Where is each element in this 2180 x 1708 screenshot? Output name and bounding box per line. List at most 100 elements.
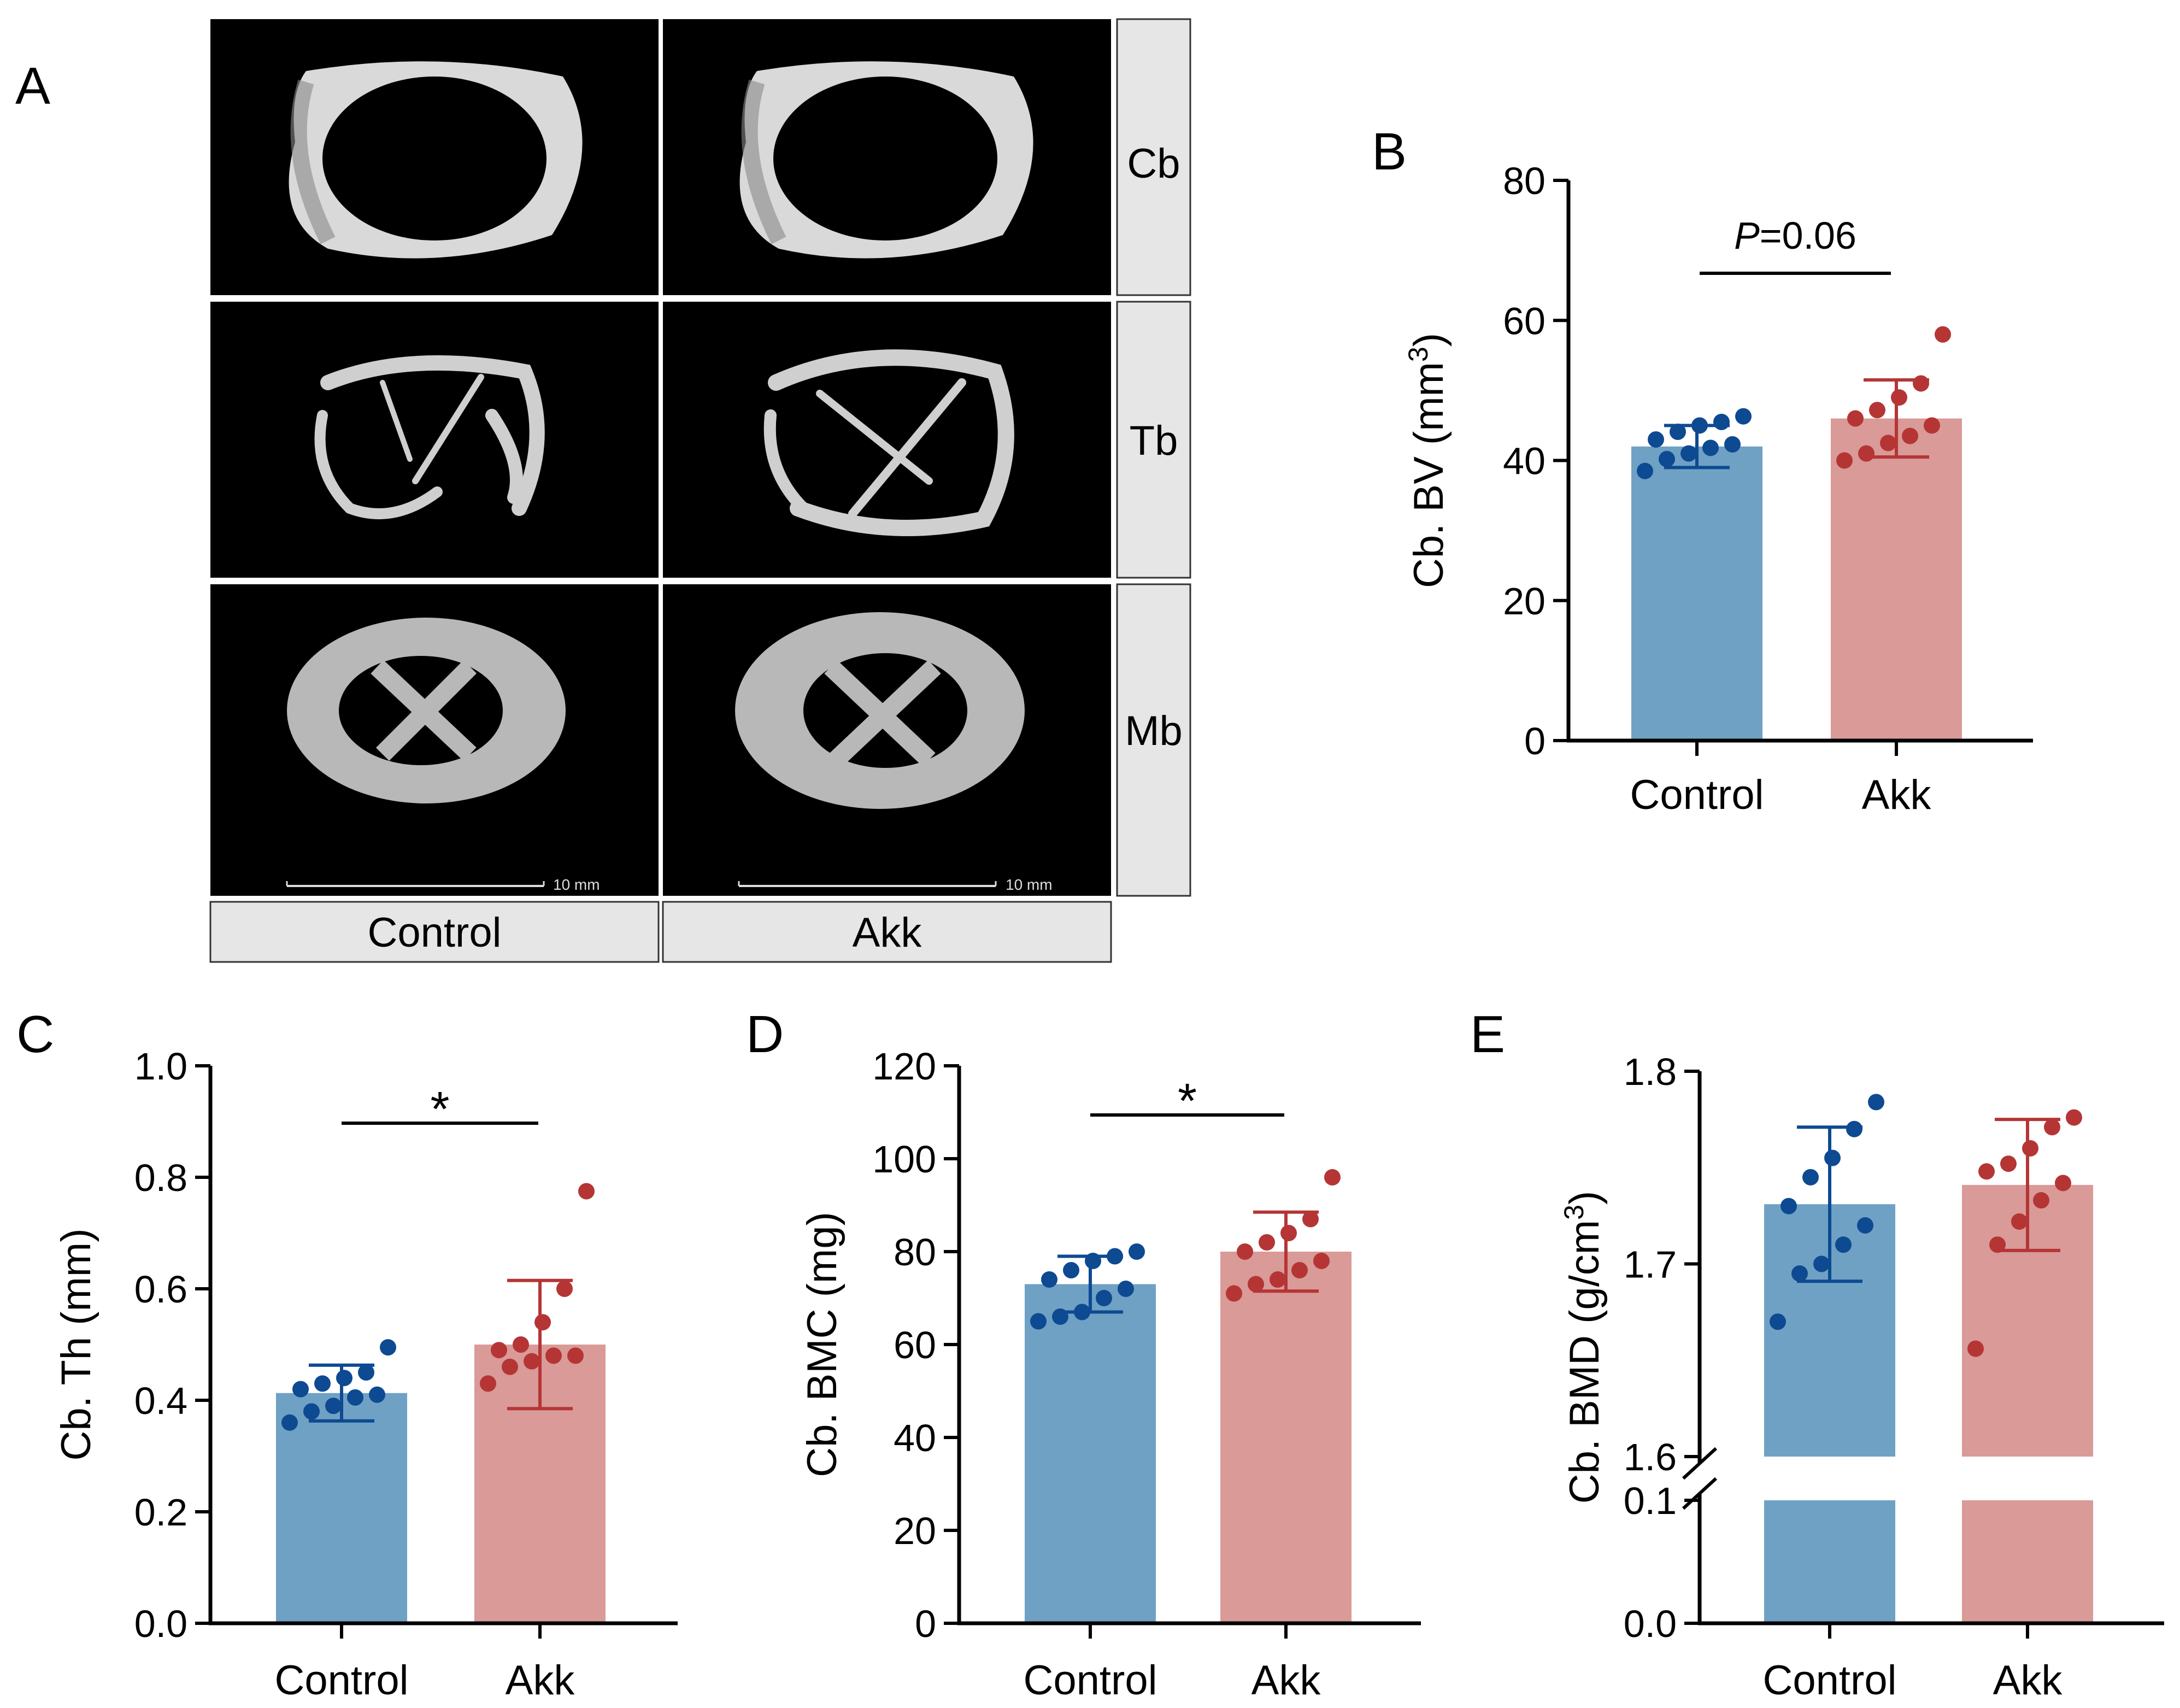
data-point [2033, 1192, 2049, 1209]
y-tick-label: 0.0 [134, 1603, 187, 1645]
data-point [2055, 1175, 2071, 1192]
data-point [1041, 1271, 1057, 1288]
mixed-bone-control [287, 618, 566, 803]
data-point [1302, 1211, 1319, 1228]
chart-panel-d: D 0 20 40 60 80 100 120 Control Akk Cb. BMC (mg) * [746, 1005, 1421, 1704]
data-point [1868, 1094, 1884, 1111]
data-point [1226, 1285, 1242, 1302]
data-point [1846, 1120, 1862, 1137]
mixed-bone-akk [735, 612, 1025, 809]
data-point [1280, 1225, 1297, 1241]
row-label-box-cb [1116, 18, 1191, 296]
data-point [1724, 436, 1741, 453]
data-point [1063, 1262, 1079, 1278]
data-point [1913, 375, 1929, 392]
data-point [480, 1375, 496, 1392]
chart-panel-e: E 1.6 1.7 1.8 0.0 0.1 Control Akk Cb. BMD (g/cm3… [1470, 1005, 2164, 1704]
data-point [358, 1364, 374, 1381]
data-point [556, 1281, 573, 1297]
y-axis-title: Cb. BMC (mg) [799, 1212, 845, 1477]
y-tick-label: 0.4 [134, 1380, 187, 1422]
axis-break-mark [1682, 1477, 1718, 1510]
cortical-bone-akk [739, 61, 1033, 259]
data-point [2066, 1109, 2082, 1126]
data-point [1129, 1243, 1145, 1260]
data-point [2044, 1119, 2060, 1136]
y-tick-label: 120 [872, 1045, 936, 1088]
chart-panel-c: C 0.0 0.2 0.4 0.6 0.8 1.0 Control Akk Cb. Th (mm)… [16, 1005, 678, 1704]
data-point [1030, 1313, 1047, 1330]
data-point [1096, 1290, 1112, 1306]
y-tick-label: 40 [894, 1417, 936, 1459]
column-label-control: Control [368, 909, 502, 956]
data-point [524, 1353, 540, 1370]
data-point [1847, 410, 1864, 427]
y-tick-label: 0.8 [134, 1157, 187, 1199]
data-point [325, 1398, 342, 1414]
data-point [1869, 402, 1885, 419]
data-point [1989, 1236, 2006, 1253]
bar-control [1025, 1284, 1156, 1623]
y-tick-label: 100 [872, 1138, 936, 1181]
data-point [303, 1403, 320, 1420]
row-label-box-tb [1116, 301, 1191, 579]
panel-letter-d: D [746, 1005, 784, 1064]
data-point [347, 1389, 363, 1406]
data-point [1291, 1262, 1308, 1278]
chart-panel-b: B 0 20 40 60 80 Control Akk Cb. BV (mm3) P=0.06 [1372, 122, 2033, 818]
data-point [281, 1414, 298, 1431]
y-tick-label: 0.6 [134, 1268, 187, 1311]
data-point [1891, 389, 1907, 406]
data-point [369, 1386, 385, 1403]
axis-break-mark [1682, 1447, 1718, 1480]
cortical-bone-control [289, 61, 583, 259]
data-point [1680, 445, 1697, 462]
data-point [380, 1339, 396, 1356]
row-label-box-mb [1116, 583, 1191, 897]
data-point [1791, 1265, 1808, 1282]
panel-letter-e: E [1470, 1005, 1505, 1064]
data-point [534, 1314, 551, 1331]
data-point [2022, 1140, 2038, 1157]
y-tick-label: 0.0 [1624, 1603, 1677, 1645]
image-akk-tb [663, 302, 1111, 578]
scale-bar-label-control: 10 mm [553, 876, 600, 893]
data-point [545, 1347, 562, 1364]
bar-lower-akk [1962, 1500, 2093, 1623]
x-tick-label-control: Control [1024, 1657, 1157, 1704]
data-point [1802, 1169, 1819, 1185]
bar-control [1631, 446, 1762, 741]
data-point [1824, 1149, 1841, 1166]
data-point [1978, 1163, 1995, 1180]
bar-akk [1220, 1252, 1352, 1623]
row-label-mb: Mb [1125, 708, 1183, 754]
data-point [1237, 1243, 1253, 1260]
data-point [1713, 414, 1730, 431]
data-point [1880, 435, 1896, 451]
x-tick-label-akk: Akk [1862, 772, 1932, 818]
micro-ct-grid: 10 mm 10 mm Cb Tb Mb Control Akk [209, 18, 1191, 963]
significance-label: * [1178, 1074, 1197, 1129]
x-tick-label-akk: Akk [1993, 1657, 2063, 1704]
y-tick-label: 1.8 [1624, 1050, 1677, 1093]
y-tick-label: 60 [894, 1324, 936, 1366]
data-point [513, 1336, 529, 1353]
data-point [292, 1381, 309, 1398]
data-point [1648, 431, 1664, 448]
row-label-tb: Tb [1130, 418, 1178, 464]
panel-letter-c: C [16, 1005, 54, 1064]
data-point [2011, 1213, 2028, 1230]
data-point [1770, 1313, 1786, 1330]
column-label-akk: Akk [853, 909, 922, 956]
x-tick-label-control: Control [1630, 772, 1764, 818]
bar-akk [1831, 418, 1962, 741]
y-tick-label: 60 [1503, 300, 1546, 342]
panel-letter-b: B [1372, 122, 1407, 181]
data-point [1659, 450, 1675, 467]
y-axis-title: Cb. BV (mm3) [1403, 333, 1452, 588]
data-point [1781, 1198, 1797, 1214]
column-label-box-control [209, 901, 660, 963]
data-point [1052, 1308, 1068, 1325]
scale-bar-label-akk: 10 mm [1006, 876, 1053, 893]
